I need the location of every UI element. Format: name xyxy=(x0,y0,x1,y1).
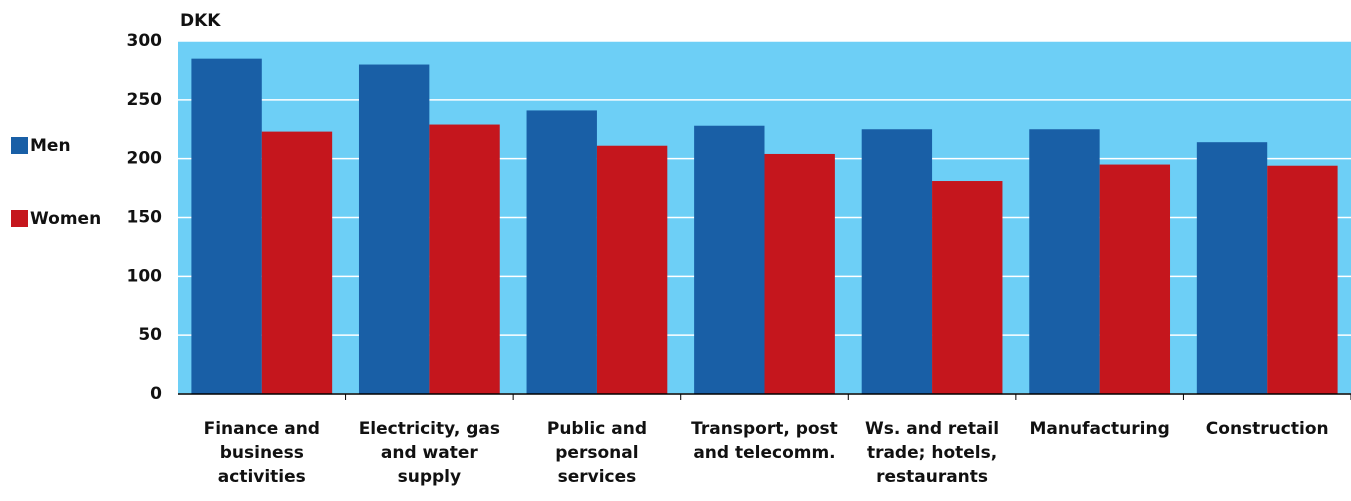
y-tick-label: 150 xyxy=(127,208,163,228)
x-tick-label: Public and personal services xyxy=(546,419,647,487)
y-axis-label: DKK xyxy=(180,11,221,31)
x-tick-label: Manufacturing xyxy=(1029,419,1170,439)
bar xyxy=(861,129,933,394)
bar xyxy=(596,145,668,394)
bar xyxy=(932,181,1003,394)
y-tick-label: 50 xyxy=(138,325,162,345)
bar xyxy=(429,124,500,394)
x-tick-label: Construction xyxy=(1205,419,1329,439)
legend-swatch xyxy=(11,210,28,227)
y-tick-label: 200 xyxy=(127,149,163,169)
x-tick-label: Transport, post and telecomm. xyxy=(691,419,838,463)
y-tick-label: 300 xyxy=(127,31,163,51)
legend-swatch xyxy=(11,137,28,154)
bar xyxy=(694,125,765,394)
bar xyxy=(1099,164,1171,394)
bar xyxy=(261,131,333,394)
bar xyxy=(358,64,430,395)
bar xyxy=(191,58,262,395)
bar xyxy=(1267,165,1338,394)
legend-label: Men xyxy=(30,136,71,156)
bar xyxy=(1029,129,1100,394)
legend-label: Women xyxy=(30,209,101,229)
y-tick-label: 100 xyxy=(127,266,163,286)
x-tick-label: Electricity, gas and water supply xyxy=(358,419,500,487)
y-tick-label: 250 xyxy=(127,90,163,110)
bar xyxy=(1196,142,1268,394)
x-tick-label: Ws. and retail trade; hotels, restaurant… xyxy=(865,419,1000,487)
bar xyxy=(764,153,835,394)
bar xyxy=(526,110,597,394)
x-tick-label: Finance and business activities xyxy=(203,419,320,487)
y-tick-label: 0 xyxy=(150,384,162,404)
